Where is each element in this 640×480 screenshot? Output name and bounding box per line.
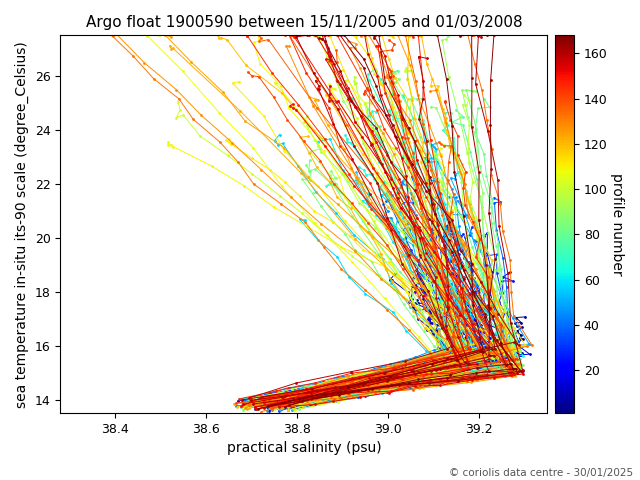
Y-axis label: profile number: profile number — [611, 173, 625, 276]
Y-axis label: sea temperature in-situ its-90 scale (degree_Celsius): sea temperature in-situ its-90 scale (de… — [15, 41, 29, 408]
X-axis label: practical salinity (psu): practical salinity (psu) — [227, 442, 381, 456]
Text: © coriolis data centre - 30/01/2025: © coriolis data centre - 30/01/2025 — [449, 468, 634, 478]
Title: Argo float 1900590 between 15/11/2005 and 01/03/2008: Argo float 1900590 between 15/11/2005 an… — [86, 15, 522, 30]
